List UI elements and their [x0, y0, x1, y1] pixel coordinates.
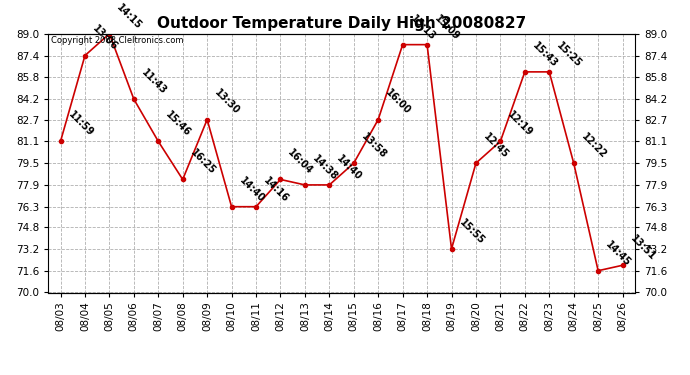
Text: 14:40: 14:40 — [237, 175, 266, 204]
Text: 13:58: 13:58 — [359, 131, 388, 160]
Text: 13:51: 13:51 — [628, 234, 657, 262]
Text: 15:55: 15:55 — [457, 217, 486, 246]
Text: 11:43: 11:43 — [139, 68, 168, 96]
Text: 14:16: 14:16 — [262, 175, 290, 204]
Text: Copyright 2008 Cleltronics.com: Copyright 2008 Cleltronics.com — [51, 36, 184, 45]
Text: 12:22: 12:22 — [580, 131, 609, 160]
Text: 16:04: 16:04 — [286, 148, 315, 177]
Text: 13:30: 13:30 — [213, 88, 242, 117]
Text: 15:25: 15:25 — [555, 40, 584, 69]
Text: 15:43: 15:43 — [531, 40, 560, 69]
Text: 13:06: 13:06 — [90, 24, 119, 53]
Text: 12:19: 12:19 — [506, 110, 535, 138]
Text: 14:15: 14:15 — [115, 2, 144, 31]
Text: 14:45: 14:45 — [604, 239, 633, 268]
Text: 12:45: 12:45 — [482, 131, 511, 160]
Text: 15:09: 15:09 — [433, 13, 462, 42]
Text: 16:00: 16:00 — [384, 88, 413, 117]
Text: 11:59: 11:59 — [66, 110, 95, 138]
Title: Outdoor Temperature Daily High 20080827: Outdoor Temperature Daily High 20080827 — [157, 16, 526, 31]
Text: 16:25: 16:25 — [188, 148, 217, 177]
Text: 14:40: 14:40 — [335, 153, 364, 182]
Text: 14:38: 14:38 — [310, 153, 339, 182]
Text: 15:46: 15:46 — [164, 110, 193, 138]
Text: 15:13: 15:13 — [408, 13, 437, 42]
